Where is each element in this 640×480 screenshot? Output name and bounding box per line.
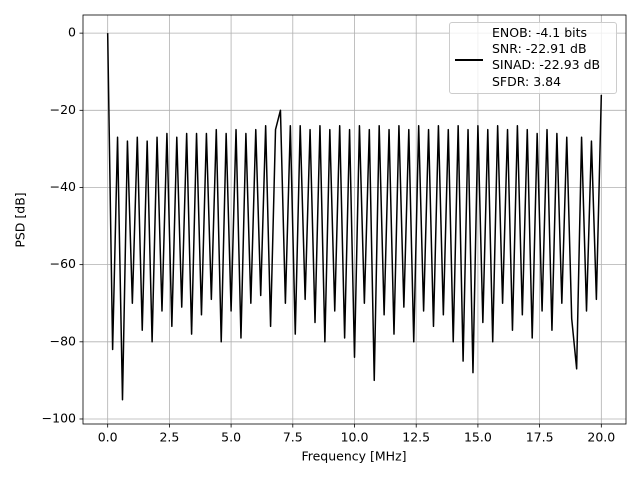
legend: ENOB: -4.1 bits SNR: -22.91 dB SINAD: -2… bbox=[449, 22, 617, 94]
x-tick-label: 7.5 bbox=[283, 430, 303, 445]
y-tick-label: −20 bbox=[50, 102, 76, 117]
x-tick-label: 15.0 bbox=[464, 430, 492, 445]
y-tick-label: −40 bbox=[50, 179, 76, 194]
x-tick-label: 10.0 bbox=[341, 430, 369, 445]
legend-line bbox=[455, 59, 483, 61]
legend-label: ENOB: -4.1 bits SNR: -22.91 dB SINAD: -2… bbox=[492, 25, 601, 89]
y-tick-label: −100 bbox=[42, 410, 76, 425]
x-axis-label: Frequency [MHz] bbox=[301, 449, 406, 464]
x-tick-label: 5.0 bbox=[221, 430, 241, 445]
x-tick-label: 0.0 bbox=[98, 430, 118, 445]
x-tick-label: 17.5 bbox=[526, 430, 554, 445]
plot-frame bbox=[82, 14, 627, 425]
x-tick-label: 20.0 bbox=[587, 430, 615, 445]
data-line bbox=[106, 33, 603, 401]
y-tick-label: 0 bbox=[68, 25, 76, 40]
x-tick-label: 2.5 bbox=[159, 430, 179, 445]
y-axis-label: PSD [dB] bbox=[13, 192, 28, 247]
x-tick-label: 12.5 bbox=[402, 430, 430, 445]
y-tick-label: −80 bbox=[50, 333, 76, 348]
y-tick-label: −60 bbox=[50, 256, 76, 271]
